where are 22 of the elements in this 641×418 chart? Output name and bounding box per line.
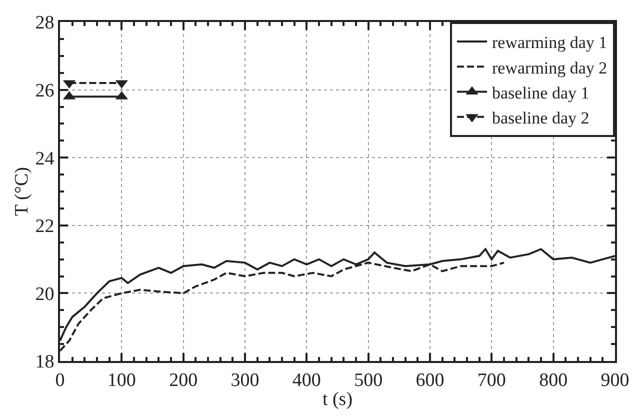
y-tick-label: 26 bbox=[35, 80, 54, 102]
x-tick-label: 900 bbox=[600, 370, 630, 391]
x-tick-label: 600 bbox=[416, 370, 444, 391]
x-tick-label: 700 bbox=[477, 370, 506, 391]
x-tick-label: 0 bbox=[55, 370, 65, 391]
y-axis-title: T (°C) bbox=[12, 167, 33, 216]
x-tick-label: 800 bbox=[539, 370, 568, 391]
y-tick-label: 28 bbox=[35, 12, 54, 34]
y-tick-label: 20 bbox=[35, 284, 54, 305]
x-tick-label: 300 bbox=[230, 370, 260, 391]
legend-label: baseline day 2 bbox=[492, 108, 590, 128]
y-tick-label: 22 bbox=[35, 216, 54, 238]
legend-label: rewarming day 2 bbox=[492, 58, 608, 78]
x-tick-label: 500 bbox=[354, 370, 383, 391]
y-tick-label: 18 bbox=[35, 352, 54, 373]
legend-label: baseline day 1 bbox=[492, 83, 590, 102]
x-tick-label: 200 bbox=[169, 370, 198, 391]
x-axis-title: t (s) bbox=[322, 389, 353, 410]
y-tick-label: 24 bbox=[35, 148, 55, 170]
legend-label: rewarming day 1 bbox=[492, 33, 608, 52]
x-tick-label: 100 bbox=[107, 370, 136, 391]
x-tick-label: 400 bbox=[292, 370, 321, 391]
